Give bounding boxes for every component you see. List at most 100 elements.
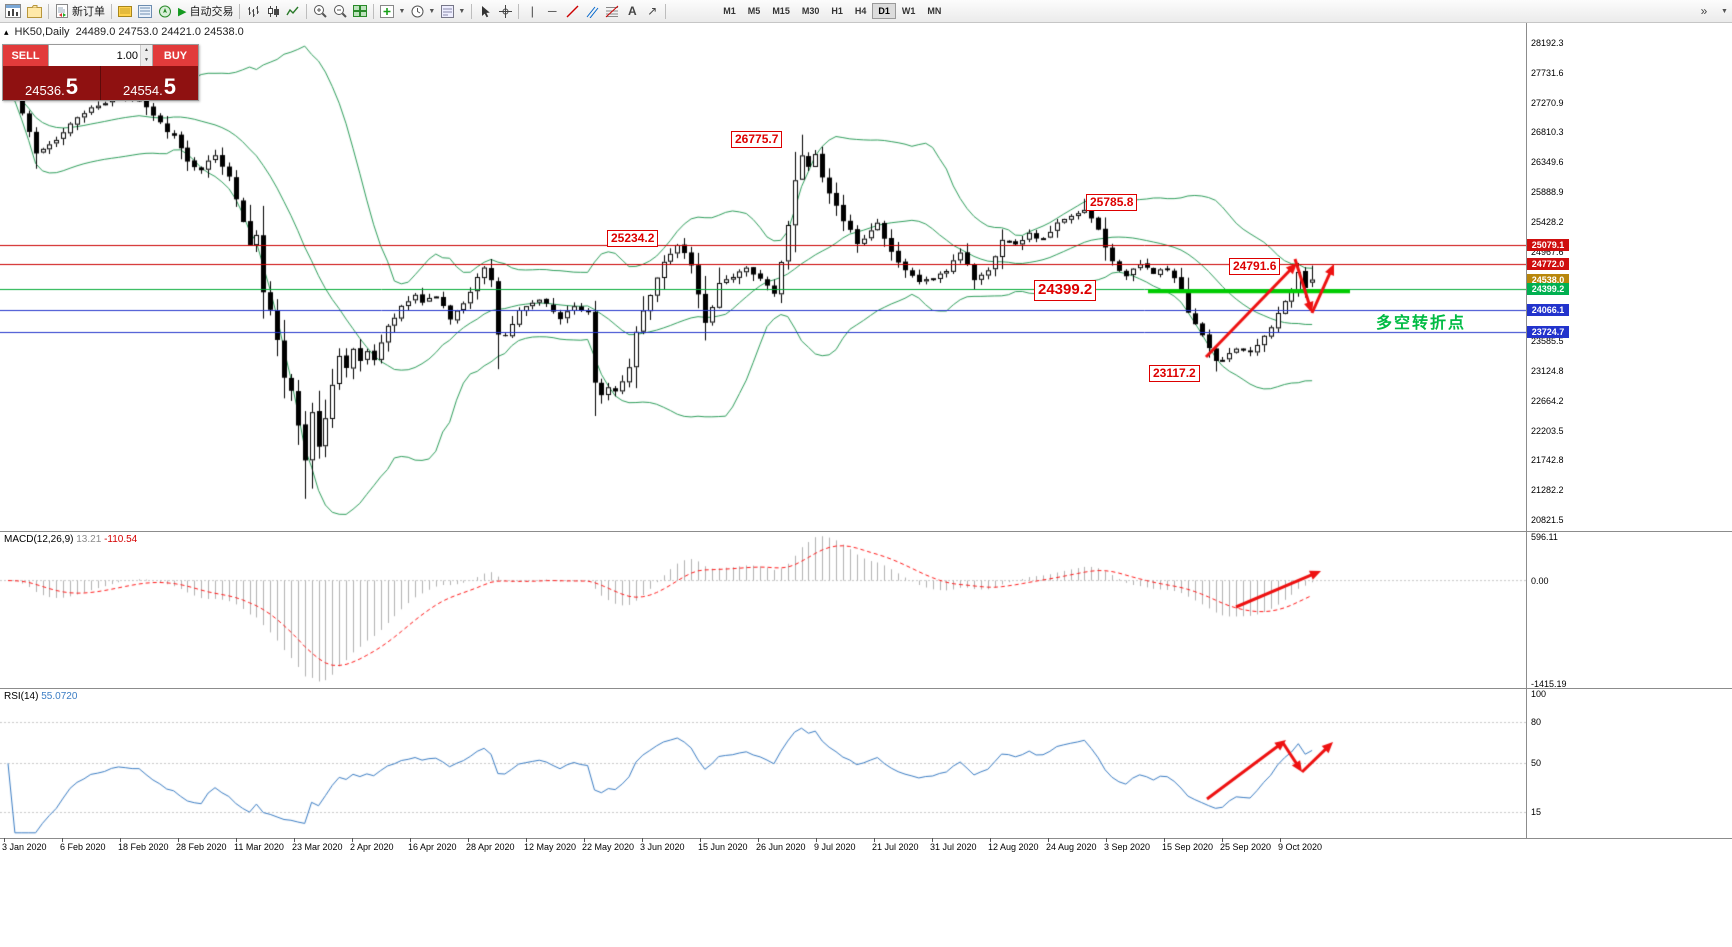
date-axis-label: 18 Feb 2020: [118, 842, 169, 852]
timeframe-button-m5[interactable]: M5: [742, 3, 767, 19]
date-axis-label: 3 Sep 2020: [1104, 842, 1151, 852]
ohlc-values: 24489.0 24753.0 24421.0 24538.0: [75, 26, 244, 38]
timeframe-button-mn[interactable]: MN: [921, 3, 947, 19]
one-click-trading-panel: SELL ▲ ▼ BUY 24536. 5 24554. 5: [2, 44, 199, 101]
vertical-line-tool-button[interactable]: |: [522, 1, 542, 21]
date-axis-label: 28 Feb 2020: [176, 842, 227, 852]
toolbar-overflow-button[interactable]: »: [1694, 1, 1714, 21]
profiles-button[interactable]: [24, 1, 45, 21]
history-center-button[interactable]: [115, 1, 135, 21]
price-axis[interactable]: [1526, 22, 1527, 838]
candlestick-mode-button[interactable]: [263, 1, 283, 21]
panel-splitter[interactable]: [0, 688, 1732, 689]
date-axis-tick: [758, 838, 759, 842]
horizontal-line-tool-button[interactable]: ─: [542, 1, 562, 21]
zoom-in-button[interactable]: [310, 1, 330, 21]
fibonacci-icon: [605, 5, 619, 17]
line-chart-mode-button[interactable]: [283, 1, 303, 21]
date-axis-tick: [4, 838, 5, 842]
zoom-out-button[interactable]: [330, 1, 350, 21]
timeframe-button-m30[interactable]: M30: [796, 3, 826, 19]
navigator-button[interactable]: [155, 1, 175, 21]
price-callout-label: 24399.2: [1034, 280, 1097, 301]
timeframe-button-w1[interactable]: W1: [896, 3, 922, 19]
date-axis-label: 3 Jun 2020: [640, 842, 685, 852]
date-axis-tick: [700, 838, 701, 842]
volume-input[interactable]: [49, 45, 141, 66]
date-axis-label: 9 Oct 2020: [1278, 842, 1323, 852]
date-axis-label: 12 May 2020: [524, 842, 577, 852]
volume-up-button[interactable]: ▲: [141, 45, 152, 56]
symbol-info-line: ▴ HK50,Daily 24489.0 24753.0 24421.0 245…: [4, 26, 244, 38]
tile-windows-icon: [353, 4, 368, 17]
macd-chart-canvas[interactable]: [0, 531, 1526, 688]
indicators-button[interactable]: ▼: [377, 1, 408, 21]
rsi-axis-label: 50: [1531, 758, 1542, 769]
price-axis-label: 21282.2: [1531, 485, 1564, 496]
history-icon: [118, 5, 132, 17]
profiles-icon: [27, 4, 42, 18]
symbol-label: HK50,Daily: [14, 26, 70, 38]
buy-button[interactable]: BUY: [153, 45, 198, 66]
arrows-tool-button[interactable]: ↗: [642, 1, 662, 21]
trendline-tool-button[interactable]: [562, 1, 582, 21]
auto-trading-label: 自动交易: [189, 6, 234, 18]
caret-down-icon: ▼: [1721, 7, 1728, 15]
new-order-button[interactable]: 新订单: [52, 1, 108, 21]
price-chart-canvas[interactable]: [0, 22, 1526, 531]
cursor-tool-button[interactable]: [475, 1, 495, 21]
sell-button[interactable]: SELL: [3, 45, 48, 66]
timeframe-button-h4[interactable]: H4: [849, 3, 873, 19]
volume-down-button[interactable]: ▼: [141, 55, 152, 66]
timeframe-button-m15[interactable]: M15: [766, 3, 796, 19]
caret-down-icon: ▼: [398, 7, 406, 15]
auto-trading-button[interactable]: ▶ 自动交易: [175, 1, 236, 21]
price-callout-label: 26775.7: [731, 131, 783, 148]
rsi-chart-canvas[interactable]: [0, 688, 1526, 838]
rsi-name: RSI(14): [4, 691, 39, 702]
panel-splitter[interactable]: [0, 531, 1732, 532]
templates-button[interactable]: ▼: [438, 1, 468, 21]
macd-signal-value: -110.54: [104, 534, 138, 545]
one-click-collapse-toggle[interactable]: ▴: [4, 26, 9, 37]
text-tool-button[interactable]: A: [622, 1, 642, 21]
channel-icon: [586, 6, 599, 18]
date-axis-tick: [62, 838, 63, 842]
date-axis-label: 15 Sep 2020: [1162, 842, 1214, 852]
macd-main-value: 13.21: [76, 534, 102, 545]
date-axis-tick: [1106, 838, 1107, 842]
toolbar-separator: [48, 3, 49, 19]
new-order-icon: [56, 4, 68, 18]
price-axis-label: 27270.9: [1531, 97, 1564, 108]
date-axis-label: 9 Jul 2020: [814, 842, 856, 852]
toolbar-options-button[interactable]: ▼: [1714, 1, 1732, 21]
toolbar-separator: [518, 3, 520, 19]
market-watch-button[interactable]: [135, 1, 155, 21]
timeframe-button-d1[interactable]: D1: [872, 3, 896, 19]
periods-button[interactable]: ▼: [408, 1, 438, 21]
toolbar-right-group: » ▼: [1694, 1, 1732, 21]
timeframe-button-h1[interactable]: H1: [825, 3, 849, 19]
price-axis-label: 21742.8: [1531, 455, 1564, 466]
rsi-value: 55.0720: [41, 691, 78, 702]
timeframe-button-m1[interactable]: M1: [717, 3, 742, 19]
buy-price-panel[interactable]: 24554. 5: [101, 66, 198, 100]
date-axis-label: 31 Jul 2020: [930, 842, 977, 852]
sell-price-panel[interactable]: 24536. 5: [3, 66, 101, 100]
date-axis-tick: [526, 838, 527, 842]
channel-tool-button[interactable]: [582, 1, 602, 21]
crosshair-tool-button[interactable]: [495, 1, 515, 21]
new-chart-button[interactable]: [2, 1, 24, 21]
tile-windows-button[interactable]: [350, 1, 370, 21]
price-axis-tag: 23724.7: [1527, 326, 1569, 339]
date-axis-tick: [1222, 838, 1223, 842]
zoom-in-icon: [314, 5, 328, 18]
price-axis-label: 22203.5: [1531, 425, 1564, 436]
bar-chart-mode-button[interactable]: [243, 1, 263, 21]
cursor-icon: [481, 5, 490, 17]
date-axis-tick: [816, 838, 817, 842]
price-axis-label: 23124.8: [1531, 366, 1564, 377]
fibonacci-tool-button[interactable]: [602, 1, 622, 21]
date-axis-label: 2 Apr 2020: [350, 842, 394, 852]
